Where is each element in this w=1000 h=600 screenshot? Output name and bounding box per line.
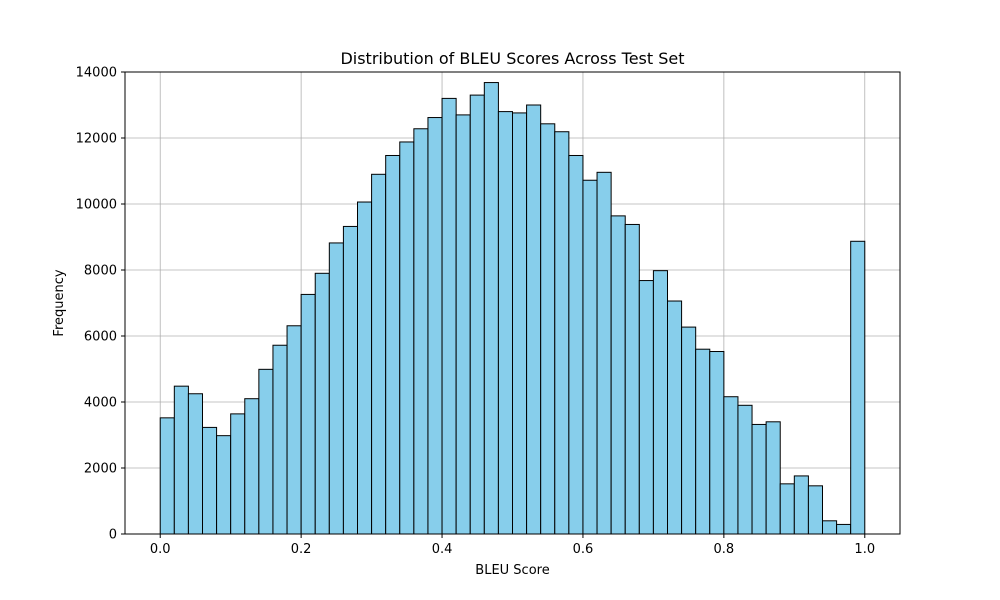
histogram-bars [159, 82, 866, 535]
histogram-bar [582, 179, 598, 535]
y-tick-label: 8000 [84, 264, 117, 279]
histogram-bar [779, 483, 795, 535]
histogram-bar [667, 300, 683, 535]
histogram-bar [328, 242, 344, 535]
histogram-bar [709, 351, 725, 535]
histogram-bar [526, 104, 542, 535]
y-tick-label: 10000 [76, 198, 117, 213]
histogram-bar [202, 426, 218, 535]
x-tick-label: 0.4 [432, 542, 453, 557]
x-tick-label: 0.2 [291, 542, 312, 557]
histogram-bar [652, 270, 669, 535]
histogram-bar [427, 117, 443, 535]
histogram-bar [399, 141, 415, 535]
histogram-bar [300, 293, 316, 535]
histogram-bar [230, 413, 246, 535]
histogram-bar [638, 280, 654, 535]
histogram-bar [173, 385, 189, 535]
histogram-bar [342, 225, 358, 535]
histogram-bar [568, 154, 584, 535]
histogram-bar [596, 171, 612, 535]
histogram-bar [441, 97, 457, 535]
y-axis-label: Frequency [52, 269, 67, 336]
histogram-bar [469, 94, 485, 535]
x-tick-label: 0.0 [150, 542, 171, 557]
x-tick-label: 0.6 [573, 542, 594, 557]
histogram-bar [512, 112, 528, 535]
histogram-bar [455, 114, 471, 535]
histogram-bar [483, 82, 499, 535]
histogram-bar [554, 131, 570, 535]
axis-ticks: 0.0 0.2 0.4 0.6 0.8 1.0 0 2000 4000 6000 8000 10000… [76, 66, 875, 558]
histogram-bar [822, 520, 838, 535]
histogram-bar [723, 396, 739, 535]
y-tick-label: 2000 [84, 462, 117, 477]
y-tick-label: 12000 [76, 132, 117, 147]
histogram-bar [765, 421, 781, 535]
histogram-bar [258, 368, 274, 535]
x-tick-label: 0.8 [714, 542, 735, 557]
histogram-bar [610, 215, 626, 535]
y-tick-label: 14000 [76, 66, 117, 81]
y-tick-label: 4000 [84, 396, 117, 411]
histogram-bar [850, 240, 866, 535]
histogram-bar [540, 123, 556, 535]
histogram-bar [737, 404, 753, 535]
y-tick-label: 0 [109, 528, 117, 543]
chart-title: Distribution of BLEU Scores Across Test … [340, 49, 684, 68]
histogram-bar [695, 348, 711, 535]
histogram-bar [371, 173, 387, 535]
plot-area-frame [124, 71, 901, 535]
histogram-bar [216, 435, 232, 535]
x-tick-label: 1.0 [854, 542, 875, 557]
histogram-bar [272, 344, 288, 535]
histogram-bar [385, 154, 401, 535]
histogram-bar [187, 393, 203, 535]
histogram-bar [793, 475, 809, 535]
histogram-bar [497, 111, 513, 535]
histogram-bar [751, 423, 767, 535]
histogram-bar [357, 201, 373, 535]
histogram-bar [244, 398, 260, 535]
histogram-bar [807, 485, 824, 535]
histogram-bar [681, 326, 697, 535]
histogram-bar [836, 523, 852, 535]
histogram-bar [413, 128, 429, 535]
x-axis-label: BLEU Score [475, 563, 549, 578]
histogram-bar [624, 223, 640, 535]
histogram-bar [314, 272, 330, 535]
histogram-bar [159, 417, 175, 535]
y-tick-label: 6000 [84, 330, 117, 345]
histogram-bar [286, 325, 302, 535]
